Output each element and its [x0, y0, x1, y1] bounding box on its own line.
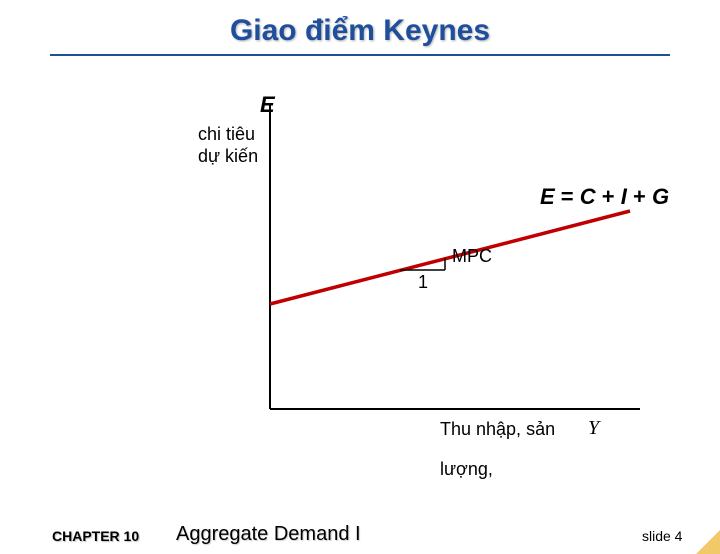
slope-run-label: 1	[418, 272, 428, 293]
slope-rise-label: MPC	[452, 246, 492, 267]
expenditure-line	[270, 211, 630, 304]
y-axis-label: E	[260, 92, 275, 118]
slide-footer: CHAPTER 10 Aggregate Demand I slide 4	[0, 516, 720, 554]
x-axis-label-sub: lượng,	[440, 459, 493, 480]
y-axis-sublabel: chi tiêu dự kiến	[198, 124, 258, 167]
expenditure-equation: E = C + I + G	[540, 184, 669, 210]
slide-number: slide 4	[642, 528, 682, 544]
corner-accent-icon	[696, 530, 720, 554]
footer-title: Aggregate Demand I	[176, 523, 361, 546]
y-sublabel-line1: chi tiêu	[198, 124, 255, 144]
x-axis-label-Y: Y	[588, 417, 599, 440]
x-axis-label-main: Thu nhập, sản	[440, 419, 555, 440]
y-sublabel-line2: dự kiến	[198, 146, 258, 166]
keynes-cross-chart	[0, 14, 720, 494]
chapter-label: CHAPTER 10	[52, 528, 139, 544]
